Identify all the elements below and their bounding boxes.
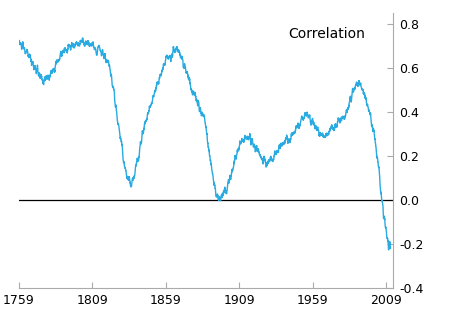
Text: Correlation: Correlation bbox=[289, 27, 365, 41]
